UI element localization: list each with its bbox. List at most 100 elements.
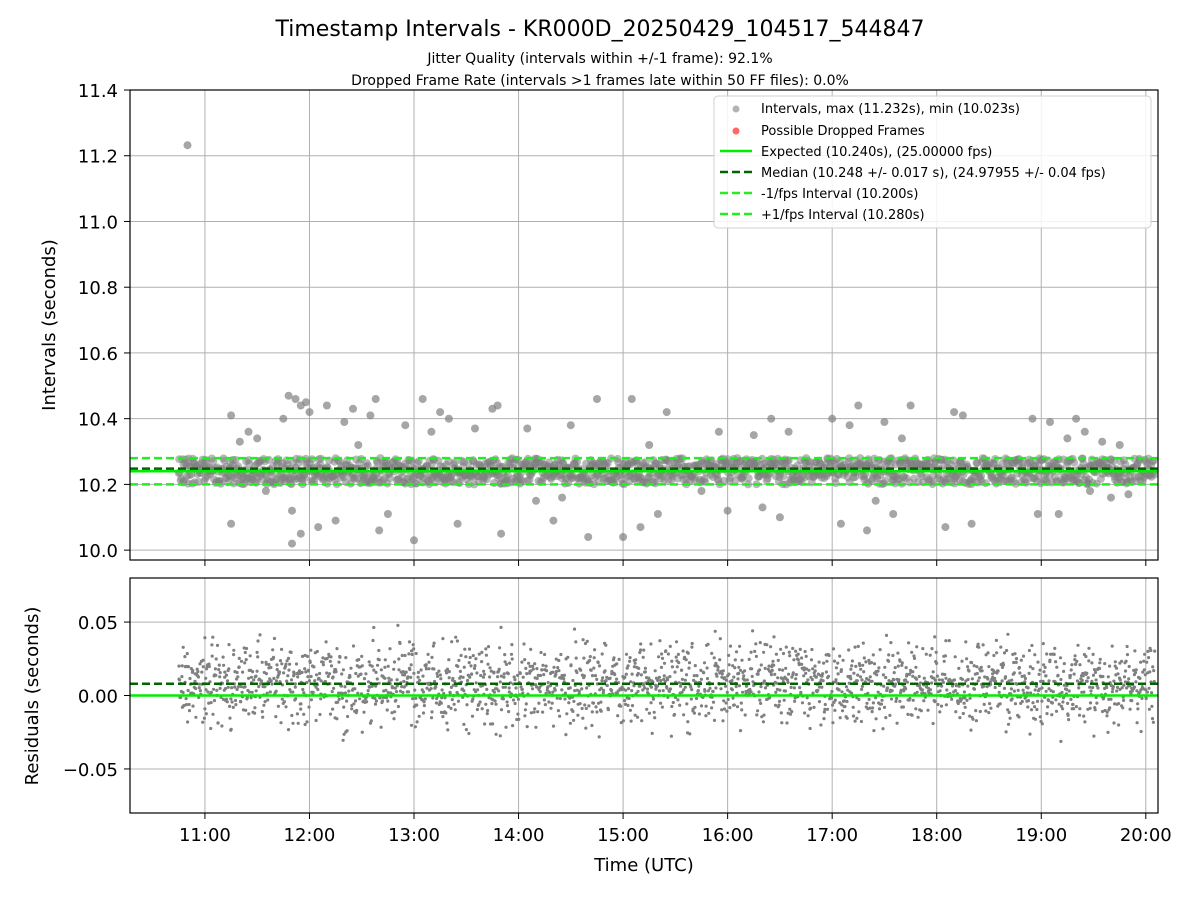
residual-point bbox=[293, 682, 297, 686]
residual-point bbox=[720, 672, 724, 676]
residual-point bbox=[737, 671, 741, 676]
legend-entry-upper-bound: +1/fps Interval (10.280s) bbox=[720, 208, 925, 223]
residual-point bbox=[596, 701, 601, 705]
residual-point bbox=[638, 684, 642, 688]
residual-point bbox=[362, 677, 367, 681]
residual-point bbox=[485, 712, 489, 716]
residual-point bbox=[205, 667, 209, 671]
residual-point bbox=[255, 669, 259, 673]
residual-point bbox=[319, 679, 323, 683]
residual-point bbox=[394, 698, 398, 702]
residual-point bbox=[730, 678, 734, 683]
residual-point bbox=[245, 696, 249, 700]
residual-point bbox=[578, 702, 582, 706]
residual-point bbox=[436, 674, 440, 679]
interval-outlier-point bbox=[714, 427, 723, 436]
interval-outlier-point bbox=[401, 421, 410, 430]
residual-point bbox=[931, 721, 935, 726]
residual-point bbox=[722, 707, 727, 711]
residual-point bbox=[319, 697, 323, 701]
residual-point bbox=[1068, 673, 1073, 678]
residual-point bbox=[938, 689, 942, 693]
residual-point bbox=[296, 675, 300, 679]
residual-point bbox=[469, 664, 473, 668]
residual-point bbox=[272, 636, 277, 641]
residual-point bbox=[639, 673, 643, 677]
residual-point bbox=[734, 684, 738, 689]
residual-point bbox=[407, 640, 412, 644]
residual-point bbox=[212, 699, 217, 703]
residual-point bbox=[616, 689, 620, 693]
residual-point bbox=[817, 685, 822, 689]
residual-point bbox=[773, 672, 777, 677]
residual-point bbox=[1139, 660, 1143, 664]
residual-point bbox=[583, 703, 587, 707]
residual-point bbox=[550, 701, 554, 705]
residual-point bbox=[986, 651, 990, 655]
residual-point bbox=[187, 702, 191, 707]
residual-point bbox=[1152, 669, 1156, 673]
intervals-y-tick-label: 11.4 bbox=[78, 81, 118, 102]
residual-point bbox=[879, 702, 884, 706]
residual-point bbox=[870, 679, 874, 683]
residual-point bbox=[1016, 688, 1020, 693]
legend-label-intervals: Intervals, max (11.232s), min (10.023s) bbox=[761, 102, 1020, 117]
residual-point bbox=[686, 651, 690, 655]
residual-point bbox=[1005, 648, 1009, 653]
residual-point bbox=[396, 623, 400, 628]
residual-point bbox=[843, 705, 847, 709]
residual-point bbox=[201, 720, 205, 724]
residual-point bbox=[724, 684, 728, 688]
residual-point bbox=[890, 680, 894, 684]
residual-point bbox=[553, 688, 557, 692]
residual-point bbox=[837, 688, 841, 692]
interval-outlier-point bbox=[296, 529, 305, 538]
interval-outlier-point bbox=[845, 421, 854, 430]
residual-point bbox=[413, 725, 417, 729]
residual-point bbox=[440, 688, 444, 692]
residual-point bbox=[690, 645, 694, 649]
residual-point bbox=[328, 712, 333, 716]
interval-outlier-point bbox=[227, 519, 236, 528]
residual-point bbox=[652, 710, 656, 714]
residual-point bbox=[998, 702, 1002, 706]
residual-point bbox=[966, 684, 970, 688]
residual-point bbox=[1134, 680, 1138, 684]
residual-point bbox=[275, 663, 279, 667]
residual-point bbox=[881, 727, 885, 731]
interval-outlier-point bbox=[775, 513, 784, 522]
residual-point bbox=[604, 643, 608, 647]
residual-point bbox=[623, 702, 628, 707]
residual-point bbox=[765, 643, 769, 647]
residual-point bbox=[197, 682, 201, 686]
residual-point bbox=[1139, 688, 1143, 692]
residual-point bbox=[921, 647, 925, 651]
residual-point bbox=[599, 709, 603, 713]
residual-point bbox=[181, 645, 185, 649]
residual-point bbox=[975, 671, 979, 676]
residual-point bbox=[920, 688, 925, 692]
residual-point bbox=[204, 676, 208, 680]
residual-point bbox=[968, 696, 972, 700]
residual-point bbox=[950, 697, 954, 701]
interval-outlier-point bbox=[523, 424, 532, 433]
residual-point bbox=[885, 686, 890, 690]
residual-point bbox=[497, 689, 501, 693]
residual-point bbox=[1047, 679, 1051, 683]
residual-point bbox=[233, 698, 238, 703]
residual-point bbox=[364, 672, 368, 676]
residual-point bbox=[439, 677, 443, 681]
residual-point bbox=[931, 670, 935, 674]
residual-point bbox=[240, 690, 244, 694]
residual-point bbox=[830, 696, 834, 700]
residual-point bbox=[488, 675, 492, 679]
residual-point bbox=[521, 675, 525, 679]
residual-point bbox=[492, 690, 496, 694]
residual-point bbox=[307, 679, 311, 683]
residuals-y-tick-label: 0.05 bbox=[78, 613, 118, 634]
interval-outlier-point bbox=[532, 496, 540, 505]
residual-point bbox=[236, 685, 240, 689]
residual-point bbox=[236, 675, 240, 679]
residual-point bbox=[1117, 702, 1121, 706]
residual-point bbox=[402, 679, 406, 684]
